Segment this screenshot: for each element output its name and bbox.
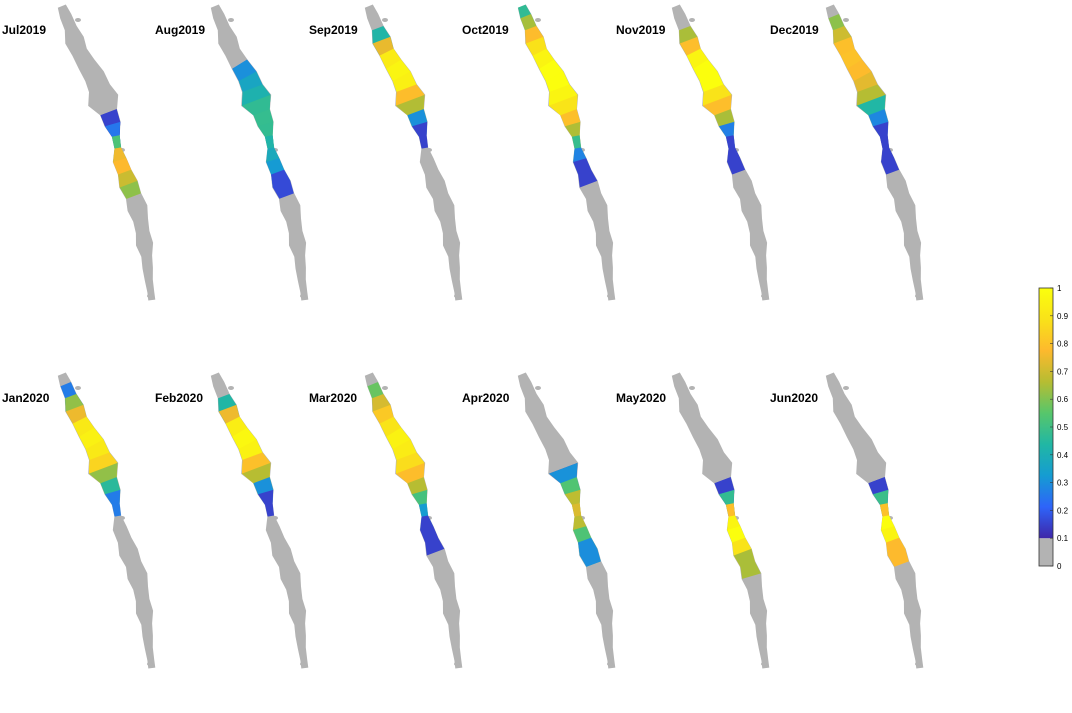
map-panel: Jun2020 xyxy=(770,372,924,669)
map-panel: Aug2019 xyxy=(155,4,309,301)
islet xyxy=(382,386,388,390)
map-panel: Mar2020 xyxy=(309,372,463,669)
map-panel: Feb2020 xyxy=(155,372,309,669)
bloom-cell xyxy=(420,526,445,556)
islet xyxy=(300,294,306,298)
map-panels: Jul2019 Aug2019 Sep2019 Oct2019 Nov2019 Dec20… xyxy=(2,4,924,669)
islet xyxy=(915,294,921,298)
islet xyxy=(75,386,81,390)
map-panel: Sep2019 xyxy=(309,4,463,301)
islet xyxy=(689,386,695,390)
panel-title: Jul2019 xyxy=(2,23,46,37)
islet xyxy=(535,386,541,390)
colorbar-tick-label: 0.7 xyxy=(1057,367,1069,376)
bloom-cell xyxy=(886,537,909,567)
islet xyxy=(147,662,153,666)
lake-mask xyxy=(671,372,770,669)
map-panel: Apr2020 xyxy=(462,372,616,669)
bloom-cell xyxy=(727,147,746,175)
panel-title: Feb2020 xyxy=(155,391,203,405)
bloom-cell xyxy=(881,147,900,175)
panel-title: Sep2019 xyxy=(309,23,358,37)
bloom-cell xyxy=(119,180,141,199)
islet xyxy=(147,294,153,298)
colorbar-tick-label: 0 xyxy=(1057,562,1062,571)
islet xyxy=(119,516,125,520)
colorbar: 0 0.1 0.2 0.3 0.4 0.5 0.6 0.7 0.8 0.9 1 xyxy=(1038,284,1069,571)
islet xyxy=(843,18,849,22)
map-panel: Dec2019 xyxy=(770,4,924,301)
islet xyxy=(382,18,388,22)
panel-title: Oct2019 xyxy=(462,23,509,37)
colorbar-tick-label: 0.1 xyxy=(1057,534,1069,543)
islet xyxy=(300,662,306,666)
colorbar-tick-label: 0.4 xyxy=(1057,451,1069,460)
lake-mask xyxy=(210,4,309,301)
islet xyxy=(228,386,234,390)
map-panel: Jul2019 xyxy=(2,4,156,301)
islet xyxy=(454,662,460,666)
colorbar-tick-label: 0.2 xyxy=(1057,506,1069,515)
lake-mask xyxy=(517,372,616,669)
lake-mask xyxy=(57,4,156,301)
panel-title: Mar2020 xyxy=(309,391,357,405)
bloom-cell xyxy=(578,537,601,567)
panel-title: Dec2019 xyxy=(770,23,819,37)
islet xyxy=(915,662,921,666)
colorbar-tick-label: 0.5 xyxy=(1057,423,1069,432)
islet xyxy=(689,18,695,22)
islet xyxy=(454,294,460,298)
panel-title: Aug2019 xyxy=(155,23,205,37)
islet xyxy=(75,18,81,22)
colorbar-tick-label: 0.6 xyxy=(1057,395,1069,404)
panel-title: Jan2020 xyxy=(2,391,50,405)
bloom-cell xyxy=(105,489,121,517)
islet xyxy=(843,386,849,390)
bloom-cell xyxy=(258,489,274,517)
islet xyxy=(761,294,767,298)
lake-mask xyxy=(825,372,924,669)
panel-title: Nov2019 xyxy=(616,23,666,37)
map-panel: Jan2020 xyxy=(2,372,156,669)
map-panel: Nov2019 xyxy=(616,4,770,301)
islet xyxy=(607,294,613,298)
bloom-cell xyxy=(412,121,428,149)
bloom-cell xyxy=(733,548,761,579)
panel-title: May2020 xyxy=(616,391,666,405)
colorbar-gradient xyxy=(1039,288,1053,539)
islet xyxy=(761,662,767,666)
islet xyxy=(426,148,432,152)
map-panel: May2020 xyxy=(616,372,770,669)
colorbar-nodata-swatch xyxy=(1039,538,1053,566)
islet xyxy=(272,516,278,520)
colorbar-tick-label: 0.3 xyxy=(1057,479,1069,488)
colorbar-tick-label: 0.8 xyxy=(1057,340,1069,349)
colorbar-tick-label: 0.9 xyxy=(1057,312,1069,321)
map-panel: Oct2019 xyxy=(462,4,616,301)
islet xyxy=(607,662,613,666)
colorbar-tick-label: 1 xyxy=(1057,284,1062,293)
panel-title: Apr2020 xyxy=(462,391,510,405)
panel-title: Jun2020 xyxy=(770,391,818,405)
bloom-cell xyxy=(271,169,294,199)
islet xyxy=(535,18,541,22)
islet xyxy=(228,18,234,22)
bloom-cell xyxy=(573,158,598,188)
